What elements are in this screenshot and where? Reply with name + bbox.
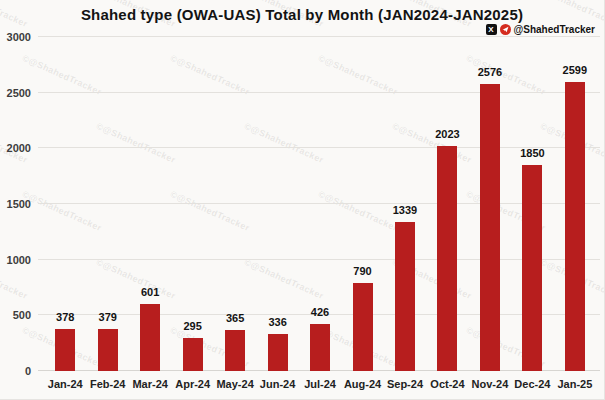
value-label: 1850 [520, 148, 544, 159]
x-tick-label: Apr-24 [175, 379, 210, 390]
bar-Mar-24 [140, 304, 160, 371]
bar-Dec-24 [522, 165, 542, 371]
bar-column: 2599Jan-25 [554, 37, 596, 371]
x-tick-label: Feb-24 [90, 379, 125, 390]
value-label: 295 [183, 321, 201, 332]
x-tick-label: Jul-24 [304, 379, 336, 390]
value-label: 601 [141, 287, 159, 298]
bar-column: 601Mar-24 [129, 37, 171, 371]
value-label: 426 [311, 307, 329, 318]
x-tick-label: Dec-24 [514, 379, 550, 390]
x-tick-label: Jan-24 [48, 379, 83, 390]
credit: X @ShahedTracker [486, 24, 595, 35]
bar-column: 379Feb-24 [86, 37, 128, 371]
bar-Nov-24 [480, 84, 500, 371]
value-label: 365 [226, 313, 244, 324]
plot-area: 050010001500200025003000 378Jan-24379Feb… [38, 37, 600, 371]
bar-column: 295Apr-24 [171, 37, 213, 371]
value-label: 378 [56, 312, 74, 323]
x-tick-label: Oct-24 [430, 379, 464, 390]
telegram-icon [500, 24, 511, 35]
bars: 378Jan-24379Feb-24601Mar-24295Apr-24365M… [44, 37, 596, 371]
x-tick-label: Jun-24 [260, 379, 295, 390]
value-label: 2576 [478, 67, 502, 78]
value-label: 790 [353, 266, 371, 277]
bar-Jul-24 [310, 324, 330, 371]
bar-Aug-24 [353, 283, 373, 371]
y-tick-label: 1500 [0, 199, 31, 210]
bar-column: 1850Dec-24 [511, 37, 553, 371]
bar-Feb-24 [98, 329, 118, 371]
x-tick-label: Sep-24 [387, 379, 423, 390]
bar-May-24 [225, 330, 245, 371]
y-tick-label: 2500 [0, 87, 31, 98]
bar-column: 1339Sep-24 [384, 37, 426, 371]
y-tick-label: 3000 [0, 32, 31, 43]
bar-column: 2023Oct-24 [426, 37, 468, 371]
chart-title: Shahed type (OWA-UAS) Total by Month (JA… [0, 6, 604, 23]
value-label: 2023 [435, 129, 459, 140]
x-tick-label: Jan-25 [557, 379, 592, 390]
chart-canvas: ©@ShahedTracker©@ShahedTracker©@ShahedTr… [0, 0, 605, 400]
x-tick-label: Nov-24 [472, 379, 509, 390]
y-tick-label: 0 [0, 366, 31, 377]
bar-column: 378Jan-24 [44, 37, 86, 371]
bar-column: 426Jul-24 [299, 37, 341, 371]
bar-Sep-24 [395, 222, 415, 371]
bar-Jan-25 [565, 82, 585, 371]
x-tick-label: Mar-24 [132, 379, 167, 390]
bar-column: 790Aug-24 [341, 37, 383, 371]
bar-column: 336Jun-24 [256, 37, 298, 371]
credit-handle: @ShahedTracker [514, 24, 595, 35]
value-label: 379 [99, 312, 117, 323]
bar-column: 365May-24 [214, 37, 256, 371]
x-tick-label: May-24 [216, 379, 253, 390]
value-label: 1339 [393, 205, 417, 216]
x-tick-label: Aug-24 [344, 379, 381, 390]
value-label: 2599 [563, 65, 587, 76]
bar-column: 2576Nov-24 [469, 37, 511, 371]
y-tick-label: 2000 [0, 143, 31, 154]
value-label: 336 [268, 317, 286, 328]
bar-Apr-24 [183, 338, 203, 371]
bar-Oct-24 [437, 146, 457, 371]
y-tick-label: 500 [0, 310, 31, 321]
bar-Jan-24 [55, 329, 75, 371]
x-logo-icon: X [486, 24, 497, 35]
y-tick-label: 1000 [0, 254, 31, 265]
bar-Jun-24 [268, 334, 288, 371]
